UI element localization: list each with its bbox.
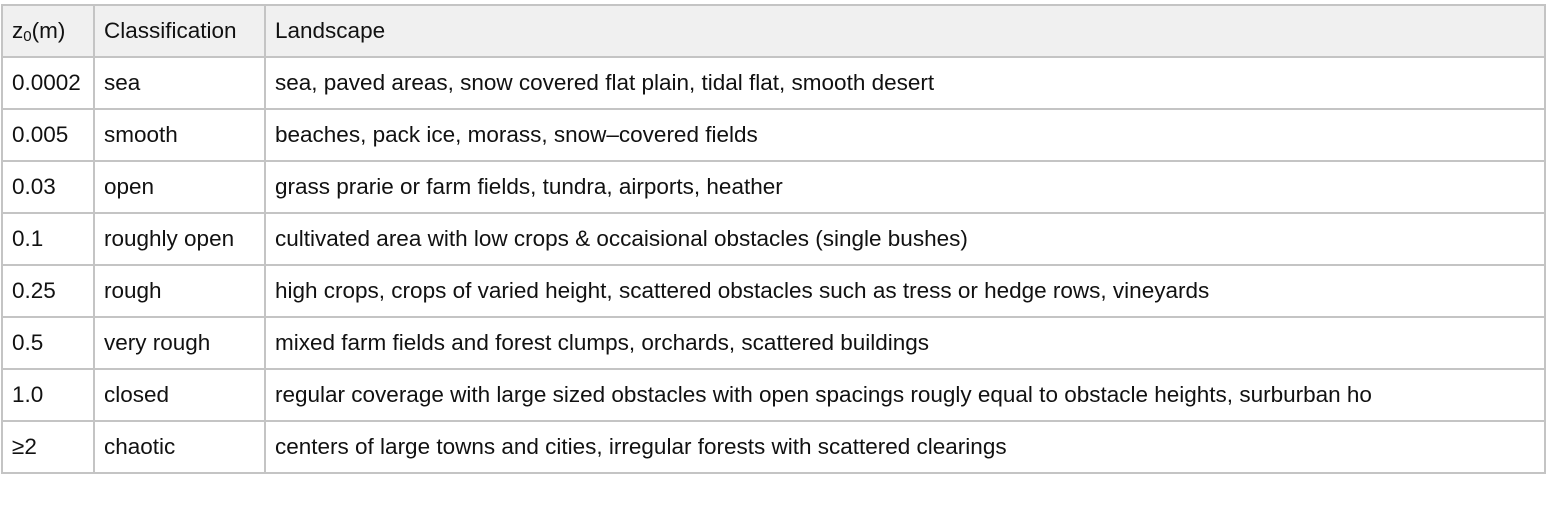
cell-classification: rough — [93, 264, 266, 318]
table-row: 0.0002 sea sea, paved areas, snow covered … — [1, 56, 1546, 110]
cell-landscape: regular coverage with large sized obstac… — [264, 368, 1546, 422]
cell-landscape: beaches, pack ice, morass, snow–covered … — [264, 108, 1546, 162]
cell-z0: 0.25 — [1, 264, 95, 318]
cell-landscape: grass prarie or farm fields, tundra, air… — [264, 160, 1546, 214]
cell-z0: 0.5 — [1, 316, 95, 370]
table-row: 0.5 very rough mixed farm fields and fores… — [1, 316, 1546, 370]
cell-classification: chaotic — [93, 420, 266, 474]
header-landscape: Landscape — [264, 4, 1546, 58]
cell-landscape: mixed farm fields and forest clumps, orc… — [264, 316, 1546, 370]
table-row: 0.25 rough high crops, crops of varied hei… — [1, 264, 1546, 318]
table-row: 0.03 open grass prarie or farm fields, tun… — [1, 160, 1546, 214]
table-row: 1.0 closed regular coverage with large siz… — [1, 368, 1546, 422]
cell-landscape: cultivated area with low crops & occaisi… — [264, 212, 1546, 266]
z0-symbol: z — [12, 17, 24, 43]
cell-landscape: sea, paved areas, snow covered flat plai… — [264, 56, 1546, 110]
z0-unit: (m) — [31, 17, 66, 43]
table-row: 0.005 smooth beaches, pack ice, morass, sn… — [1, 108, 1546, 162]
cell-landscape: centers of large towns and cities, irreg… — [264, 420, 1546, 474]
cell-z0: 0.005 — [1, 108, 95, 162]
cell-z0: 0.03 — [1, 160, 95, 214]
z0-subscript: 0 — [23, 27, 32, 45]
cell-z0: 0.0002 — [1, 56, 95, 110]
cell-classification: very rough — [93, 316, 266, 370]
header-row: z0(m) Classification Landscape — [1, 4, 1546, 58]
cell-classification: smooth — [93, 108, 266, 162]
table-row: 0.1 roughly open cultivated area with low … — [1, 212, 1546, 266]
cell-z0: 0.1 — [1, 212, 95, 266]
cell-classification: closed — [93, 368, 266, 422]
header-z0: z0(m) — [1, 4, 95, 58]
cell-classification: sea — [93, 56, 266, 110]
table-row: ≥2 chaotic centers of large towns and citi… — [1, 420, 1546, 474]
header-classification: Classification — [93, 4, 266, 58]
cell-landscape: high crops, crops of varied height, scat… — [264, 264, 1546, 318]
cell-z0: 1.0 — [1, 368, 95, 422]
cell-classification: roughly open — [93, 212, 266, 266]
cell-classification: open — [93, 160, 266, 214]
roughness-table: z0(m) Classification Landscape 0.0002 sea… — [1, 4, 1546, 474]
cell-z0: ≥2 — [1, 420, 95, 474]
